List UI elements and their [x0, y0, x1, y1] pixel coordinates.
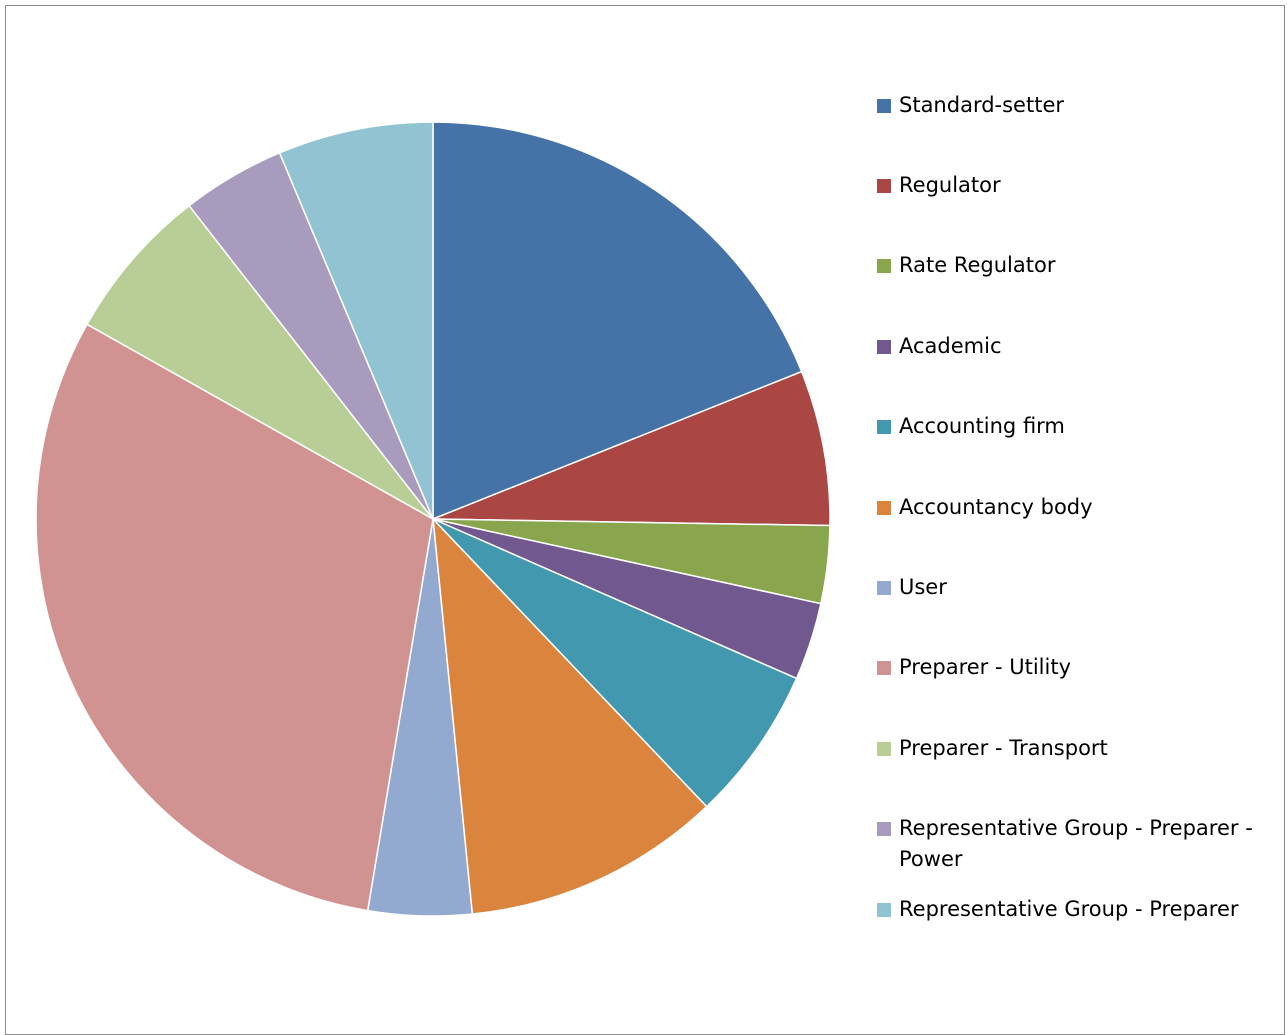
legend-swatch — [877, 340, 891, 354]
chart-area: Standard-setter Regulator Rate Regulator Ac… — [5, 5, 1285, 1035]
legend-swatch — [877, 259, 891, 273]
legend-label: Representative Group - Preparer — [899, 897, 1239, 921]
legend-label: Preparer - Transport — [899, 736, 1108, 760]
legend-item-representative-group-preparer: Representative Group - Preparer — [877, 894, 1269, 925]
legend-swatch — [877, 501, 891, 515]
legend-swatch — [877, 661, 891, 675]
legend-swatch — [877, 581, 891, 595]
legend-item-rate-regulator: Rate Regulator — [877, 250, 1269, 281]
legend-label: User — [899, 575, 947, 599]
legend-label: Rate Regulator — [899, 253, 1056, 277]
legend-item-standard-setter: Standard-setter — [877, 90, 1269, 121]
legend-label: Academic — [899, 334, 1002, 358]
legend-swatch — [877, 822, 891, 836]
legend-swatch — [877, 99, 891, 113]
legend-item-regulator: Regulator — [877, 170, 1269, 201]
legend-label: Representative Group - Preparer - Power — [899, 816, 1253, 871]
pie-slice-accountancy-body — [432, 518, 708, 915]
legend-item-academic: Academic — [877, 331, 1269, 362]
legend-item-accounting-firm: Accounting firm — [877, 411, 1269, 442]
pie-slice-representative-group-preparer — [278, 121, 434, 520]
legend-item-preparer-utility: Preparer - Utility — [877, 652, 1269, 683]
pie-slice-standard-setter — [432, 121, 803, 520]
legend-swatch — [877, 903, 891, 917]
legend-label: Accounting firm — [899, 414, 1065, 438]
legend-item-user: User — [877, 572, 1269, 603]
legend-label: Regulator — [899, 173, 1001, 197]
pie-chart — [35, 121, 831, 917]
pie-slice-accounting-firm — [432, 518, 798, 808]
legend-swatch — [877, 179, 891, 193]
legend-swatch — [877, 420, 891, 434]
legend-label: Standard-setter — [899, 93, 1064, 117]
legend-item-preparer-transport: Preparer - Transport — [877, 733, 1269, 764]
legend-item-representative-group-preparer-power: Representative Group - Preparer - Power — [877, 813, 1269, 875]
legend-label: Accountancy body — [899, 495, 1093, 519]
legend-item-accountancy-body: Accountancy body — [877, 492, 1269, 523]
pie-slice-regulator — [432, 370, 831, 527]
pie-slice-preparer-utility — [35, 323, 434, 912]
legend-swatch — [877, 742, 891, 756]
pie-slice-preparer-transport — [86, 204, 434, 520]
legend-label: Preparer - Utility — [899, 655, 1072, 679]
